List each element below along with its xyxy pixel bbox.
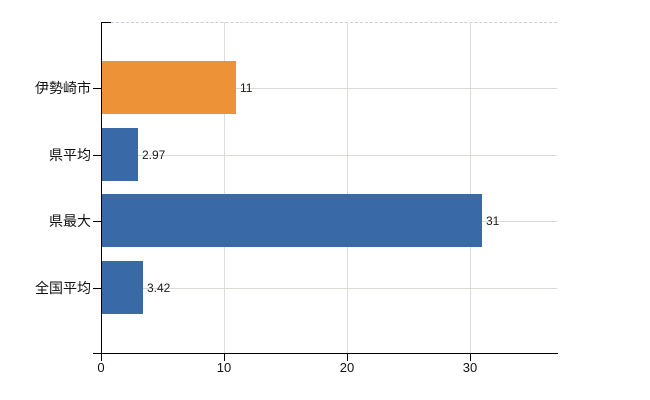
bar-value-label: 3.42 — [147, 281, 171, 295]
x-tick-label: 0 — [97, 360, 105, 375]
x-axis-tick — [101, 354, 102, 361]
bar — [102, 128, 138, 181]
h-gridline — [101, 88, 557, 89]
bar-value-label: 11 — [240, 81, 253, 95]
x-tick-label: 30 — [462, 360, 478, 375]
v-gridline — [224, 22, 225, 353]
y-axis-tick — [93, 288, 101, 289]
y-axis-tick — [93, 88, 101, 89]
y-axis-tick — [93, 155, 101, 156]
category-label: 伊勢崎市 — [35, 80, 91, 96]
category-label: 県平均 — [49, 147, 91, 163]
x-axis-tick — [470, 354, 471, 361]
v-gridline — [347, 22, 348, 353]
y-axis-line — [101, 22, 102, 360]
y-axis-top-tick — [101, 22, 111, 23]
plot-top-dashed-border — [101, 22, 557, 23]
x-axis-tick — [224, 354, 225, 361]
category-label: 全国平均 — [35, 280, 91, 296]
bar-value-label: 31 — [486, 214, 500, 228]
y-axis-tick — [93, 221, 101, 222]
category-label: 県最大 — [49, 213, 91, 229]
x-axis-line — [93, 353, 558, 354]
bar-value-label: 2.97 — [142, 148, 166, 162]
x-tick-label: 20 — [339, 360, 355, 375]
h-gridline — [101, 155, 557, 156]
bar — [102, 194, 482, 247]
v-gridline — [470, 22, 471, 353]
bar — [102, 261, 143, 314]
x-tick-label: 10 — [216, 360, 232, 375]
x-axis-tick — [347, 354, 348, 361]
bar — [102, 61, 236, 114]
h-gridline — [101, 288, 557, 289]
